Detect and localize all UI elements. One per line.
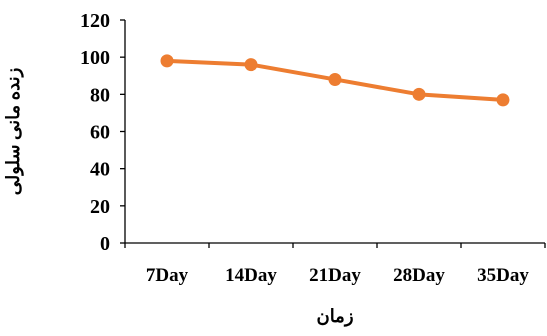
data-point-35day [496,93,510,107]
series-layer [160,54,510,107]
y-tick-label: 80 [90,84,110,106]
y-tick-label: 60 [90,122,110,144]
x-tick-label: 35Day [477,265,529,286]
x-tick-label: 7Day [146,265,189,286]
data-point-7day [160,54,174,68]
x-tick-label: 14Day [225,265,277,286]
data-point-21day [328,72,342,86]
data-point-14day [244,58,258,72]
x-axis-title: زمان [316,306,353,327]
x-tick-labels: 7Day 14Day 21Day 28Day 35Day [124,243,546,286]
y-tick-label: 40 [90,159,110,181]
y-tick-labels: 0 20 40 60 80 100 120 [80,10,125,255]
y-axis-title: زنده مانی سلولی [3,68,24,196]
y-tick-label: 0 [100,233,110,255]
x-tick-label: 28Day [393,265,445,286]
axes [124,20,545,244]
data-point-28day [412,87,426,101]
y-tick-label: 20 [90,196,110,218]
x-tick-label: 21Day [309,265,361,286]
y-tick-label: 120 [80,10,110,32]
y-tick-label: 100 [80,47,110,69]
